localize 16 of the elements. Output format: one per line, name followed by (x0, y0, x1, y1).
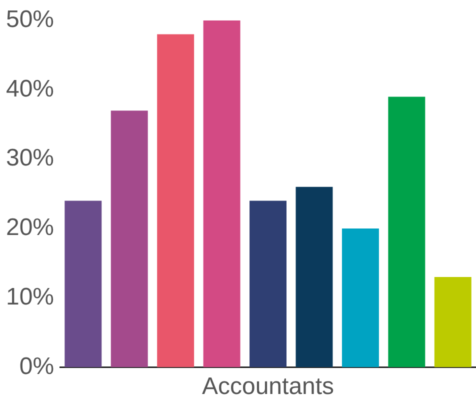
bar (296, 186, 333, 368)
bar (203, 20, 240, 368)
bar (110, 110, 148, 368)
bar (434, 277, 472, 368)
x-axis-title: Accountants (202, 373, 334, 400)
y-tick-label: 0% (19, 352, 54, 380)
bar (64, 200, 102, 368)
bar (388, 96, 426, 368)
y-tick-label: 20% (6, 214, 54, 242)
bar (250, 200, 287, 368)
bar (157, 34, 194, 368)
y-tick-label: 40% (6, 75, 54, 102)
y-tick-label: 30% (6, 144, 54, 172)
y-tick-label: 10% (6, 283, 54, 310)
y-tick-label: 50% (6, 6, 54, 34)
bar (342, 228, 379, 368)
